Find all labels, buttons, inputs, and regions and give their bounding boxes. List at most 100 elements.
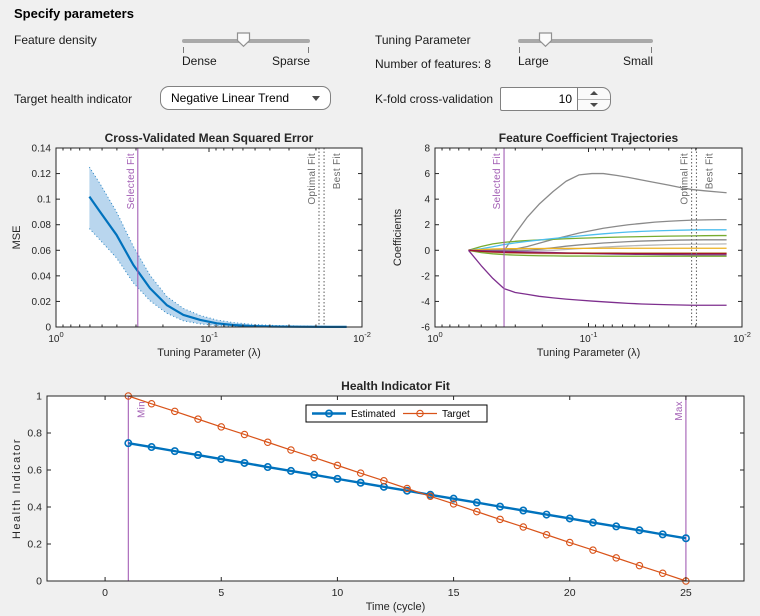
y-axis-label: Coefficients: [392, 208, 404, 266]
svg-text:Estimated: Estimated: [351, 409, 395, 420]
num-features-status: Number of features: 8: [375, 57, 491, 71]
chevron-up-icon: [590, 91, 598, 96]
chevron-down-icon: [312, 95, 320, 101]
chart-title: Health Indicator Fit: [341, 379, 450, 393]
section-heading: Specify parameters: [14, 6, 134, 21]
y-axis-label: MSE: [11, 226, 23, 250]
svg-text:100: 100: [48, 330, 63, 345]
feature-density-slider[interactable]: Dense Sparse: [182, 31, 310, 73]
svg-text:0.8: 0.8: [27, 428, 42, 440]
svg-text:0.6: 0.6: [27, 465, 42, 477]
kfold-decrement-button[interactable]: [578, 100, 610, 111]
svg-text:15: 15: [448, 587, 460, 599]
svg-text:Selected Fit: Selected Fit: [126, 153, 137, 209]
svg-text:Optimal Fit: Optimal Fit: [307, 153, 318, 205]
svg-text:-2: -2: [421, 271, 430, 282]
svg-text:0: 0: [424, 246, 430, 257]
svg-text:10-2: 10-2: [353, 330, 371, 345]
svg-text:0.1: 0.1: [37, 195, 51, 206]
series-feature-maroon: [468, 249, 727, 255]
svg-text:10-1: 10-1: [580, 330, 598, 345]
slider-track[interactable]: [518, 39, 653, 43]
series-feature-cyan: [468, 229, 727, 251]
svg-text:Optimal Fit: Optimal Fit: [680, 153, 691, 205]
target-health-label: Target health indicator: [14, 92, 133, 106]
tuning-parameter-slider[interactable]: Large Small: [518, 31, 653, 73]
kfold-increment-button[interactable]: [578, 88, 610, 100]
slider-thumb-icon[interactable]: [236, 32, 251, 48]
svg-text:Min: Min: [136, 401, 147, 418]
svg-text:10: 10: [332, 587, 344, 599]
series-feature-gray-3: [468, 239, 727, 251]
series-feature-green-pos: [468, 234, 727, 251]
svg-text:100: 100: [427, 330, 442, 345]
svg-text:4: 4: [424, 195, 430, 206]
slider-thumb-icon[interactable]: [538, 32, 553, 48]
slider-end-tick: [651, 47, 652, 53]
confidence-band: [89, 167, 347, 327]
chart-title: Cross-Validated Mean Squared Error: [105, 131, 314, 145]
x-axis-label: Time (cycle): [366, 601, 425, 613]
svg-text:Best Fit: Best Fit: [704, 153, 715, 189]
svg-text:10-2: 10-2: [733, 330, 751, 345]
dropdown-selected-value: Negative Linear Trend: [171, 91, 290, 105]
svg-text:0.12: 0.12: [32, 169, 52, 180]
health-chart-svg: Min Max 0 5 10 15 20 25 0 0.2 0.4 0.6 0.8 1 Health Ind…: [11, 379, 745, 613]
svg-text:10-1: 10-1: [200, 330, 218, 345]
svg-text:0: 0: [36, 576, 42, 588]
svg-text:0.08: 0.08: [32, 220, 52, 231]
svg-text:0.14: 0.14: [32, 144, 52, 155]
coef-chart-plot-area: Selected Fit Optimal Fit Best Fit: [467, 148, 727, 327]
svg-text:8: 8: [424, 144, 430, 155]
slider-end-tick: [519, 47, 520, 53]
mse-chart: Selected Fit Optimal Fit Best Fit 100 10-1 10…: [8, 130, 376, 376]
svg-text:0.02: 0.02: [32, 297, 52, 308]
svg-text:0.4: 0.4: [27, 502, 42, 514]
num-features-label: Number of features:: [375, 57, 482, 71]
svg-text:1: 1: [36, 391, 42, 403]
slider-max-label: Small: [622, 54, 653, 68]
svg-text:-6: -6: [421, 323, 430, 334]
chevron-down-icon: [590, 102, 598, 107]
svg-text:5: 5: [218, 587, 224, 599]
svg-text:0.2: 0.2: [27, 539, 42, 551]
kfold-label: K-fold cross-validation: [375, 92, 494, 106]
series-feature-purple-main: [467, 249, 727, 306]
x-axis-label: Tuning Parameter (λ): [537, 347, 641, 359]
kfold-spinner: [500, 87, 611, 111]
svg-text:Selected Fit: Selected Fit: [492, 153, 503, 209]
series-feature-yellow: [468, 247, 727, 251]
svg-text:0: 0: [45, 323, 51, 334]
y-axis-label: Health Indicator: [11, 438, 23, 539]
coefficient-trajectories-chart: Selected Fit Optimal Fit Best Fit 100 10-1 10…: [388, 130, 756, 376]
svg-text:2: 2: [424, 220, 430, 231]
slider-end-tick: [183, 47, 184, 53]
svg-text:6: 6: [424, 169, 430, 180]
svg-text:-4: -4: [421, 297, 430, 308]
svg-text:0.04: 0.04: [32, 271, 52, 282]
health-indicator-chart: Min Max 0 5 10 15 20 25 0 0.2 0.4 0.6 0.8 1 Health Ind…: [8, 378, 756, 616]
chart-title: Feature Coefficient Trajectories: [499, 131, 679, 145]
axes-box: [46, 395, 745, 582]
slider-max-label: Sparse: [271, 54, 310, 68]
svg-text:25: 25: [680, 587, 692, 599]
svg-text:Best Fit: Best Fit: [332, 153, 343, 189]
svg-text:20: 20: [564, 587, 576, 599]
series-feature-green-neg: [468, 249, 727, 257]
feature-density-label: Feature density: [14, 33, 97, 47]
tuning-parameter-label: Tuning Parameter: [375, 33, 471, 47]
x-axis-label: Tuning Parameter (λ): [157, 347, 261, 359]
slider-min-label: Dense: [182, 54, 217, 68]
slider-end-tick: [308, 47, 309, 53]
kfold-input[interactable]: [500, 87, 577, 111]
coef-chart-svg: Selected Fit Optimal Fit Best Fit 100 10-1 10…: [392, 131, 751, 359]
svg-text:Target: Target: [442, 409, 470, 420]
slider-min-label: Large: [518, 54, 549, 68]
svg-text:Max: Max: [674, 401, 685, 421]
series-Estimated: [124, 439, 690, 543]
mse-chart-svg: Selected Fit Optimal Fit Best Fit 100 10-1 10…: [11, 131, 371, 359]
kfold-stepper: [577, 87, 611, 111]
target-health-dropdown[interactable]: Negative Linear Trend: [160, 86, 331, 110]
num-features-value: 8: [484, 57, 492, 71]
